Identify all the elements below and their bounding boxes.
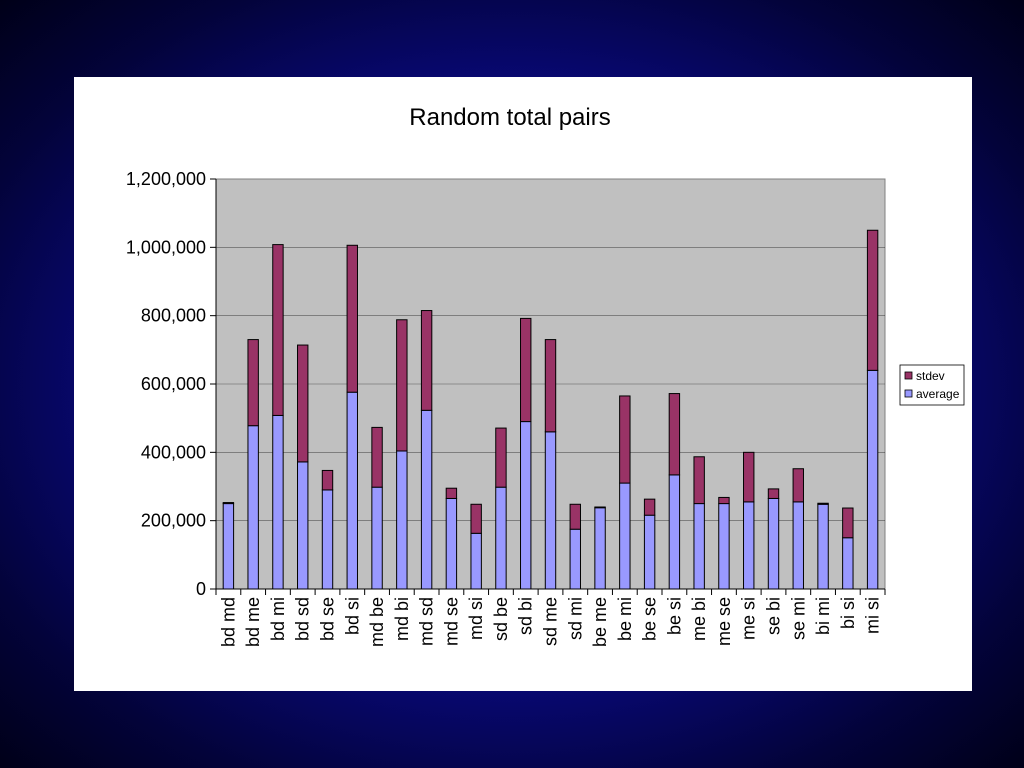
x-category-label: md sd: [417, 597, 437, 646]
bar-average-sd-be: [495, 486, 507, 590]
chart-frame: Random total pairs 0 200,000 400,000 600,00…: [74, 77, 972, 691]
bar-stdev-md-se: [445, 487, 458, 499]
legend-swatch-average: [904, 389, 913, 398]
bar-average-se-mi: [792, 501, 804, 590]
bar-average-me-se: [718, 503, 730, 590]
x-category-label: be mi: [615, 597, 635, 641]
bar-average-sd-me: [544, 431, 557, 590]
x-category-label: bd sd: [293, 597, 313, 641]
x-category-label: se bi: [764, 597, 784, 635]
bar-stdev-md-be: [371, 426, 383, 488]
bar-average-sd-mi: [569, 528, 581, 590]
x-category-label: bd si: [342, 597, 362, 635]
bar-average-me-bi: [693, 503, 705, 590]
bar-stdev-bd-sd: [297, 344, 309, 463]
bar-average-bi-si: [842, 537, 854, 590]
bar-stdev-me-si: [743, 451, 755, 503]
x-category-label: me si: [739, 597, 759, 640]
y-tick-label: 0: [196, 579, 206, 599]
x-category-label: bd md: [218, 597, 238, 647]
bar-average-bd-se: [321, 489, 334, 590]
x-category-label: sd mi: [565, 597, 585, 640]
x-category-label: be me: [590, 597, 610, 647]
x-category-label: me se: [714, 597, 734, 646]
x-category-label: md se: [441, 597, 461, 646]
x-category-label: bd mi: [268, 597, 288, 641]
bar-average-bd-md: [222, 503, 235, 590]
bar-average-se-bi: [767, 497, 780, 590]
bar-average-bi-mi: [817, 503, 829, 590]
x-category-label: be si: [664, 597, 684, 635]
bar-stdev-sd-mi: [569, 503, 581, 530]
y-tick-label: 1,000,000: [126, 237, 206, 257]
bar-average-md-se: [445, 497, 458, 590]
bar-average-bd-sd: [297, 461, 309, 590]
bar-stdev-bd-mi: [272, 244, 284, 416]
bar-stdev-mi-si: [866, 229, 879, 371]
bar-stdev-me-se: [718, 496, 730, 505]
bar-average-be-me: [594, 507, 606, 590]
legend-swatch-stdev: [904, 371, 913, 380]
bar-stdev-se-mi: [792, 468, 804, 503]
legend-label-average: average: [916, 387, 960, 401]
chart-svg: Random total pairs 0 200,000 400,000 600,00…: [126, 104, 965, 647]
bar-stdev-sd-be: [495, 427, 507, 488]
y-tick-label: 400,000: [141, 442, 206, 462]
x-category-label: md be: [367, 597, 387, 647]
bar-stdev-se-bi: [767, 488, 780, 499]
bar-stdev-bd-me: [247, 339, 259, 427]
chart-title: Random total pairs: [409, 104, 610, 131]
y-tick-label: 1,200,000: [126, 169, 206, 189]
bar-average-md-si: [470, 532, 482, 590]
bar-average-be-se: [643, 514, 656, 590]
bar-stdev-md-si: [470, 503, 482, 534]
x-category-label: se mi: [788, 597, 808, 640]
bar-average-sd-bi: [520, 421, 532, 590]
plot-area: 0 200,000 400,000 600,000 800,000 1,000,000 1,…: [126, 169, 886, 647]
bar-stdev-md-bi: [396, 319, 408, 452]
bar-average-be-si: [668, 474, 681, 590]
bar-stdev-be-me: [594, 506, 606, 509]
bar-average-md-be: [371, 486, 383, 590]
bar-average-mi-si: [866, 369, 879, 590]
x-category-label: md bi: [392, 597, 412, 641]
bar-average-be-mi: [619, 482, 631, 590]
y-tick-label: 200,000: [141, 511, 206, 531]
bar-stdev-be-mi: [619, 395, 631, 484]
x-category-label: bi mi: [813, 597, 833, 635]
bar-average-me-si: [743, 501, 755, 590]
bar-stdev-bd-se: [321, 469, 334, 491]
bar-stdev-me-bi: [693, 456, 705, 505]
bar-average-md-bi: [396, 450, 408, 590]
y-tick-label: 600,000: [141, 374, 206, 394]
x-category-label: sd bi: [516, 597, 536, 635]
y-tick-label: 800,000: [141, 306, 206, 326]
bar-stdev-md-sd: [420, 310, 433, 411]
x-category-label: me bi: [689, 597, 709, 641]
legend-label-stdev: stdev: [916, 369, 945, 383]
x-category-label: sd be: [491, 597, 511, 641]
bar-average-bd-si: [346, 391, 358, 590]
bar-stdev-be-se: [643, 498, 656, 516]
x-category-label: be se: [640, 597, 660, 641]
bar-stdev-bd-si: [346, 244, 358, 393]
bar-stdev-sd-me: [544, 339, 557, 433]
bar-average-bd-mi: [272, 414, 284, 590]
bar-average-bd-me: [247, 425, 259, 590]
bar-stdev-bi-mi: [817, 502, 829, 505]
x-category-label: md si: [466, 597, 486, 640]
bar-stdev-sd-bi: [520, 317, 532, 423]
bar-stdev-bd-md: [222, 502, 235, 505]
x-category-label: mi si: [863, 597, 883, 634]
x-category-label: bd me: [243, 597, 263, 647]
x-category-label: bi si: [838, 597, 858, 629]
legend: stdev average: [899, 364, 965, 406]
bar-stdev-be-si: [668, 393, 681, 476]
x-category-label: bd se: [318, 597, 338, 641]
x-category-label: sd me: [541, 597, 561, 646]
bar-stdev-bi-si: [842, 507, 854, 539]
bar-average-md-sd: [420, 409, 433, 590]
